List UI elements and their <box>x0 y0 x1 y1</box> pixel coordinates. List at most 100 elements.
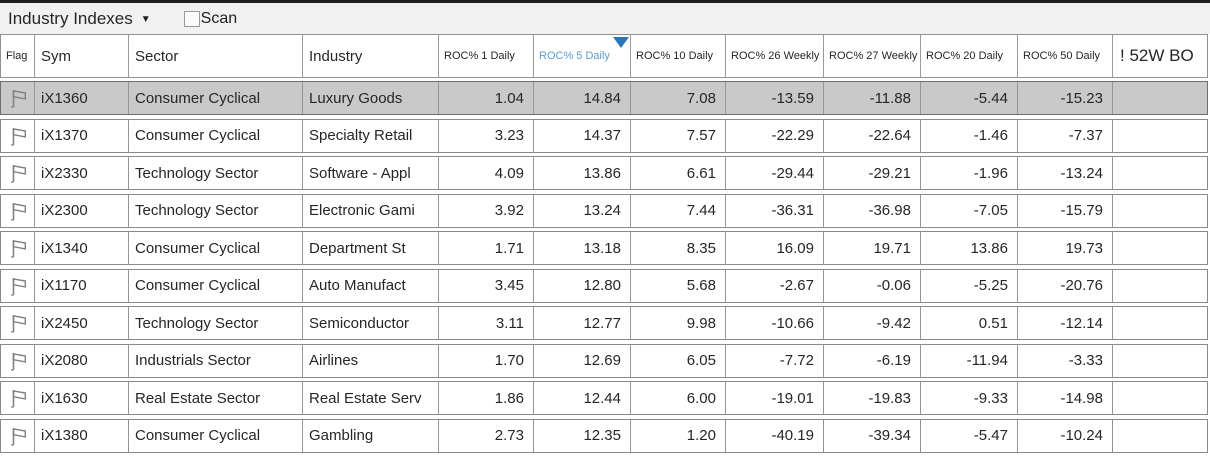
cell-roc26w: -2.67 <box>726 269 824 302</box>
cell-bo52 <box>1113 120 1207 152</box>
table-row[interactable]: iX2080 Industrials Sector Airlines 1.70 12.6… <box>0 343 1208 378</box>
cell-sym: iX2300 <box>35 194 129 227</box>
table-row[interactable]: iX1380 Consumer Cyclical Gambling 2.73 12.35… <box>0 418 1208 453</box>
column-header-roc1d[interactable]: ROC% 1 Daily <box>439 35 534 77</box>
column-header-roc10d[interactable]: ROC% 10 Daily <box>631 35 726 77</box>
cell-sym: iX1170 <box>35 269 129 302</box>
cell-roc5d: 12.69 <box>534 344 631 377</box>
cell-roc1d: 3.11 <box>439 307 534 339</box>
watchlist-selector-label: Industry Indexes <box>8 8 133 28</box>
column-header-sector[interactable]: Sector <box>129 35 303 77</box>
cell-bo52 <box>1113 157 1207 189</box>
cell-roc1d: 2.73 <box>439 419 534 452</box>
cell-roc20d: 13.86 <box>921 232 1018 264</box>
sort-descending-icon <box>613 37 629 48</box>
column-header-roc26w[interactable]: ROC% 26 Weekly <box>726 35 824 77</box>
cell-flag <box>1 82 35 114</box>
cell-roc26w: -22.29 <box>726 119 824 152</box>
cell-bo52 <box>1113 270 1207 302</box>
cell-sector: Consumer Cyclical <box>129 82 303 114</box>
flag-icon[interactable] <box>8 425 28 447</box>
cell-roc50d: -12.14 <box>1018 307 1113 339</box>
column-header-flag[interactable]: Flag <box>1 35 35 77</box>
cell-roc20d: -5.44 <box>921 82 1018 114</box>
cell-flag <box>1 419 35 452</box>
cell-flag <box>1 119 35 152</box>
cell-roc5d: 14.84 <box>534 82 631 114</box>
watchlist-selector[interactable]: Industry Indexes ▼ <box>8 9 151 29</box>
flag-icon[interactable] <box>8 162 28 184</box>
column-header-label: ! 52W BO <box>1120 46 1194 65</box>
cell-flag <box>1 194 35 227</box>
flag-icon[interactable] <box>8 200 28 222</box>
cell-roc26w: -19.01 <box>726 382 824 414</box>
cell-sym: iX1630 <box>35 382 129 414</box>
cell-roc20d: -5.25 <box>921 269 1018 302</box>
cell-sector: Consumer Cyclical <box>129 119 303 152</box>
cell-roc50d: -3.33 <box>1018 344 1113 377</box>
toolbar: Industry Indexes ▼ Scan <box>0 3 1210 34</box>
table-row[interactable]: iX1370 Consumer Cyclical Specialty Retail 3… <box>0 118 1208 153</box>
cell-flag <box>1 269 35 302</box>
cell-roc1d: 1.70 <box>439 344 534 377</box>
cell-bo52 <box>1113 195 1207 227</box>
cell-industry: Luxury Goods <box>303 82 439 114</box>
cell-roc10d: 9.98 <box>631 307 726 339</box>
cell-roc27w: -29.21 <box>824 157 921 189</box>
cell-roc50d: -10.24 <box>1018 419 1113 452</box>
column-header-roc27w[interactable]: ROC% 27 Weekly <box>824 35 921 77</box>
scan-label: Scan <box>200 9 238 27</box>
column-header-industry[interactable]: Industry <box>303 35 439 77</box>
cell-roc50d: -15.79 <box>1018 194 1113 227</box>
column-header-bo52[interactable]: ! 52W BO <box>1113 35 1207 77</box>
cell-bo52 <box>1113 232 1207 264</box>
cell-roc50d: -7.37 <box>1018 119 1113 152</box>
flag-icon[interactable] <box>8 125 28 147</box>
scan-toggle[interactable]: Scan <box>183 9 238 28</box>
table-row[interactable]: iX2450 Technology Sector Semiconductor 3.11… <box>0 306 1208 340</box>
cell-flag <box>1 382 35 414</box>
cell-flag <box>1 232 35 264</box>
cell-roc27w: -11.88 <box>824 82 921 114</box>
flag-icon[interactable] <box>8 87 28 109</box>
column-header-sym[interactable]: Sym <box>35 35 129 77</box>
top-divider <box>0 0 1210 3</box>
table-row[interactable]: iX1360 Consumer Cyclical Luxury Goods 1.04 1… <box>0 81 1208 115</box>
flag-icon[interactable] <box>8 237 28 259</box>
table-row[interactable]: iX1340 Consumer Cyclical Department St 1.71… <box>0 231 1208 265</box>
column-header-label: ROC% 10 Daily <box>636 50 714 62</box>
table-row[interactable]: iX2300 Technology Sector Electronic Gami 3.… <box>0 193 1208 228</box>
table-row[interactable]: iX1630 Real Estate Sector Real Estate Serv… <box>0 381 1208 415</box>
cell-roc26w: -13.59 <box>726 82 824 114</box>
column-header-roc20d[interactable]: ROC% 20 Daily <box>921 35 1018 77</box>
cell-bo52 <box>1113 420 1207 452</box>
column-header-roc5d[interactable]: ROC% 5 Daily <box>534 35 631 77</box>
cell-roc50d: -14.98 <box>1018 382 1113 414</box>
flag-icon[interactable] <box>8 275 28 297</box>
cell-roc10d: 6.61 <box>631 157 726 189</box>
cell-industry: Software - Appl <box>303 157 439 189</box>
column-header-roc50d[interactable]: ROC% 50 Daily <box>1018 35 1113 77</box>
table-row[interactable]: iX1170 Consumer Cyclical Auto Manufact 3.45… <box>0 268 1208 303</box>
cell-sym: iX2330 <box>35 157 129 189</box>
flag-icon[interactable] <box>8 350 28 372</box>
cell-industry: Semiconductor <box>303 307 439 339</box>
cell-roc5d: 13.18 <box>534 232 631 264</box>
flag-icon[interactable] <box>8 312 28 334</box>
cell-roc1d: 3.45 <box>439 269 534 302</box>
cell-sym: iX2450 <box>35 307 129 339</box>
cell-sector: Industrials Sector <box>129 344 303 377</box>
flag-icon[interactable] <box>8 387 28 409</box>
column-header-label: Sym <box>41 47 71 65</box>
cell-industry: Airlines <box>303 344 439 377</box>
cell-roc5d: 12.77 <box>534 307 631 339</box>
cell-flag <box>1 157 35 189</box>
cell-roc5d: 13.24 <box>534 194 631 227</box>
table-row[interactable]: iX2330 Technology Sector Software - Appl 4.… <box>0 156 1208 190</box>
cell-roc1d: 3.92 <box>439 194 534 227</box>
cell-roc20d: -7.05 <box>921 194 1018 227</box>
scan-checkbox[interactable] <box>183 10 200 27</box>
cell-roc26w: 16.09 <box>726 232 824 264</box>
cell-roc1d: 1.86 <box>439 382 534 414</box>
cell-sector: Technology Sector <box>129 307 303 339</box>
